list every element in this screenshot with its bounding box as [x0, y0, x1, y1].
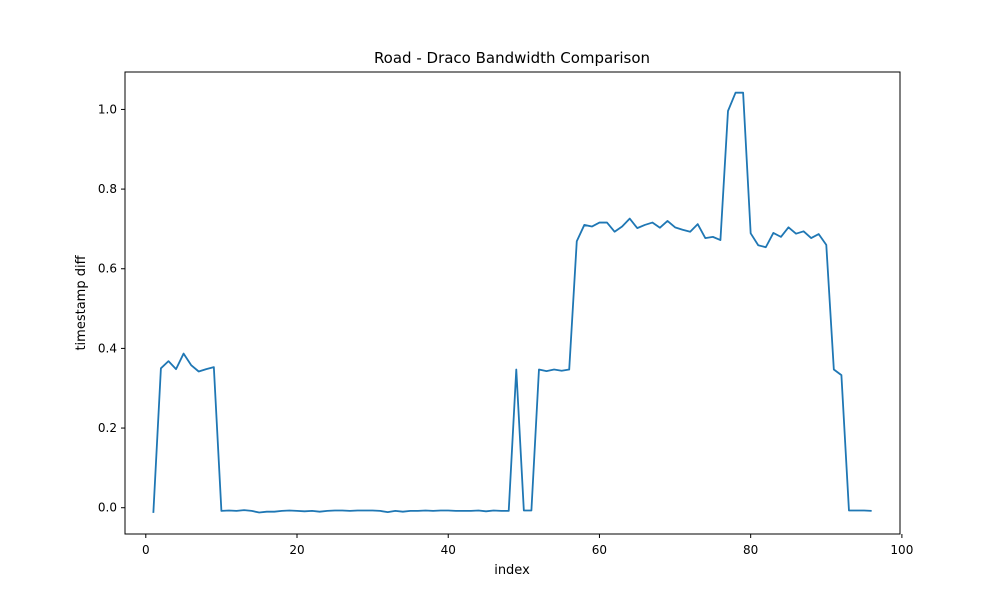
x-tick-label: 0 — [142, 543, 150, 557]
x-tick-label: 40 — [441, 543, 456, 557]
x-axis-label: index — [494, 563, 530, 578]
axes-frame — [124, 71, 901, 535]
x-tick-label: 60 — [592, 543, 607, 557]
x-tick-label: 20 — [289, 543, 304, 557]
x-tick-label: 80 — [743, 543, 758, 557]
plot-area — [152, 91, 872, 514]
x-tick-label: 100 — [890, 543, 913, 557]
y-tick-label: 0.4 — [98, 341, 117, 355]
y-axis-label: timestamp diff — [74, 254, 89, 350]
chart-title: Road - Draco Bandwidth Comparison — [374, 49, 650, 67]
y-tick-label: 0.6 — [98, 262, 117, 276]
y-tick-label: 0.0 — [98, 501, 117, 515]
series-line — [152, 91, 872, 514]
y-tick-label: 0.2 — [98, 421, 117, 435]
y-axis-ticks: 0.0 0.2 0.4 0.6 0.8 1.0 — [98, 102, 125, 515]
y-tick-label: 0.8 — [98, 182, 117, 196]
x-axis-ticks: 0 20 40 60 80 100 — [142, 534, 913, 557]
y-tick-label: 1.0 — [98, 102, 117, 116]
